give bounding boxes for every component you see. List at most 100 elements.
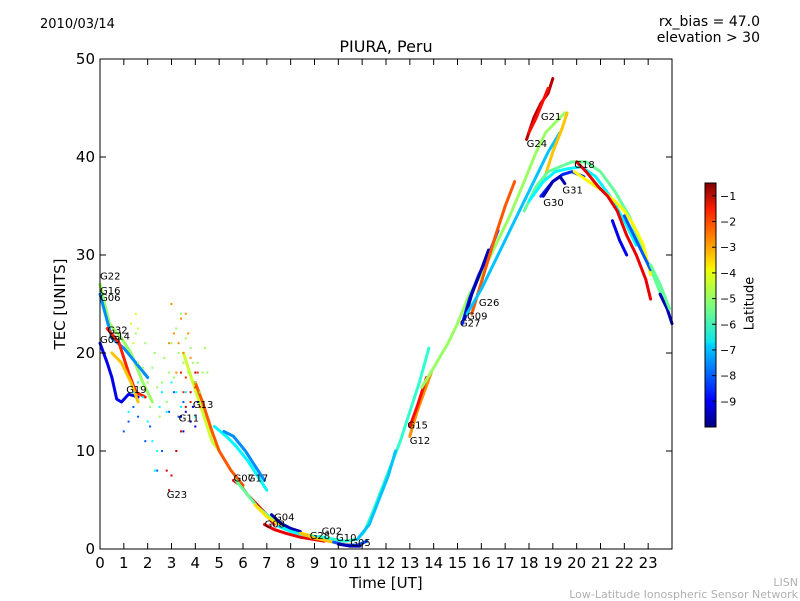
tec-track: [98, 282, 154, 404]
colorbar-tick-label: −8: [720, 370, 736, 383]
satellite-label: G15: [407, 421, 427, 432]
tec-dot: [163, 356, 166, 359]
x-tick-label: 3: [167, 554, 177, 572]
colorbar-tick-label: −2: [720, 216, 736, 229]
tec-track: [98, 341, 140, 404]
tec-dot: [170, 381, 173, 384]
tec-dot: [168, 489, 171, 492]
x-axis: 0 1 2 3 4 5 6 7 8 9 10 11 12 13 14 15 16 17 18 19 20 21 22 23: [95, 59, 658, 572]
x-tick-label: 7: [262, 554, 272, 572]
tec-dot: [180, 430, 182, 433]
satellite-label: G07: [234, 473, 254, 484]
tec-dot: [137, 381, 140, 384]
y-tick-label: 30: [76, 246, 95, 264]
x-tick-label: 6: [238, 554, 248, 572]
tec-track: [541, 111, 569, 183]
tec-dot: [161, 450, 163, 452]
y-tick-label: 20: [76, 344, 95, 362]
tec-dot: [175, 450, 178, 452]
tec-dot: [132, 342, 135, 345]
tec-track: [522, 160, 667, 306]
x-tick-label: 1: [119, 554, 129, 572]
plot-area: [100, 59, 672, 549]
x-tick-label: 18: [519, 554, 538, 572]
tec-dot: [137, 415, 140, 418]
tec-dot: [189, 391, 192, 394]
tec-dot: [156, 386, 159, 389]
tec-dot: [187, 371, 190, 374]
satellite-label: G02: [322, 526, 342, 537]
colorbar-tick-label: −1: [720, 190, 736, 203]
tec-dot: [182, 401, 185, 403]
tec-dot: [199, 405, 202, 408]
x-axis-label: Time [UT]: [349, 574, 423, 592]
y-axis: 0 10 20 30 40 50: [76, 50, 672, 558]
tec-dot: [156, 450, 159, 452]
tec-dot: [137, 361, 140, 364]
y-tick-label: 50: [76, 50, 95, 68]
x-tick-label: 5: [214, 554, 224, 572]
tec-dot: [182, 361, 185, 364]
tec-track: [658, 292, 674, 326]
tec-dot: [156, 469, 159, 472]
tec-dot: [141, 366, 144, 369]
tec-dot: [175, 391, 178, 394]
tec-dot: [130, 322, 132, 325]
tec-dot: [139, 386, 142, 389]
x-tick-label: 22: [615, 554, 634, 572]
tec-dot: [172, 332, 175, 335]
tec-track: [222, 429, 266, 482]
tec-dotted-clusters: [122, 303, 209, 492]
tec-dot: [191, 405, 194, 408]
tec-dot: [168, 342, 171, 345]
colorbar-tick-label: −4: [720, 267, 736, 280]
satellite-label: G13: [193, 400, 213, 411]
satellite-label: G04: [274, 513, 294, 524]
tec-dot: [187, 332, 190, 335]
date-label: 2010/03/14: [40, 17, 115, 32]
rx-bias-label: rx_bias = 47.0: [658, 14, 760, 30]
tec-dot: [165, 410, 168, 413]
tec-dot: [158, 405, 161, 408]
satellite-label: G17: [248, 473, 268, 484]
tec-dot: [184, 376, 187, 379]
x-tick-label: 21: [591, 554, 610, 572]
satellite-label: G30: [543, 198, 563, 209]
tec-track: [110, 351, 140, 404]
x-tick-label: 12: [376, 554, 395, 572]
satellite-label: G14: [110, 331, 130, 342]
tec-dot: [182, 430, 185, 433]
tec-dot: [206, 371, 209, 374]
tec-track: [193, 380, 245, 487]
x-tick-label: 14: [424, 554, 443, 572]
tec-track: [408, 371, 433, 438]
footer-short: LISN: [773, 576, 798, 589]
tec-dot: [177, 352, 180, 354]
satellite-label: G08: [265, 519, 285, 530]
x-tick-label: 15: [448, 554, 467, 572]
tec-dot: [203, 347, 206, 350]
tec-dot: [141, 396, 144, 399]
chart-title: PIURA, Peru: [339, 37, 433, 56]
y-tick-label: 0: [85, 540, 95, 558]
tec-track: [649, 263, 672, 311]
tec-dot: [151, 440, 154, 443]
x-tick-label: 17: [496, 554, 515, 572]
tec-track: [470, 180, 517, 316]
tec-dot: [165, 469, 168, 472]
tec-track: [420, 111, 567, 389]
x-tick-label: 11: [353, 554, 372, 572]
x-tick-label: 4: [191, 554, 201, 572]
tec-dot: [175, 371, 178, 374]
satellite-label: G05: [350, 538, 370, 549]
tec-track: [105, 327, 147, 399]
tec-track: [575, 160, 653, 301]
tec-dot: [180, 312, 182, 315]
tec-dot: [180, 371, 182, 374]
tec-track: [98, 292, 150, 379]
satellite-label: G23: [167, 490, 187, 501]
satellite-label: G24: [527, 139, 547, 150]
tec-dot: [194, 386, 197, 389]
tec-track: [336, 542, 362, 548]
